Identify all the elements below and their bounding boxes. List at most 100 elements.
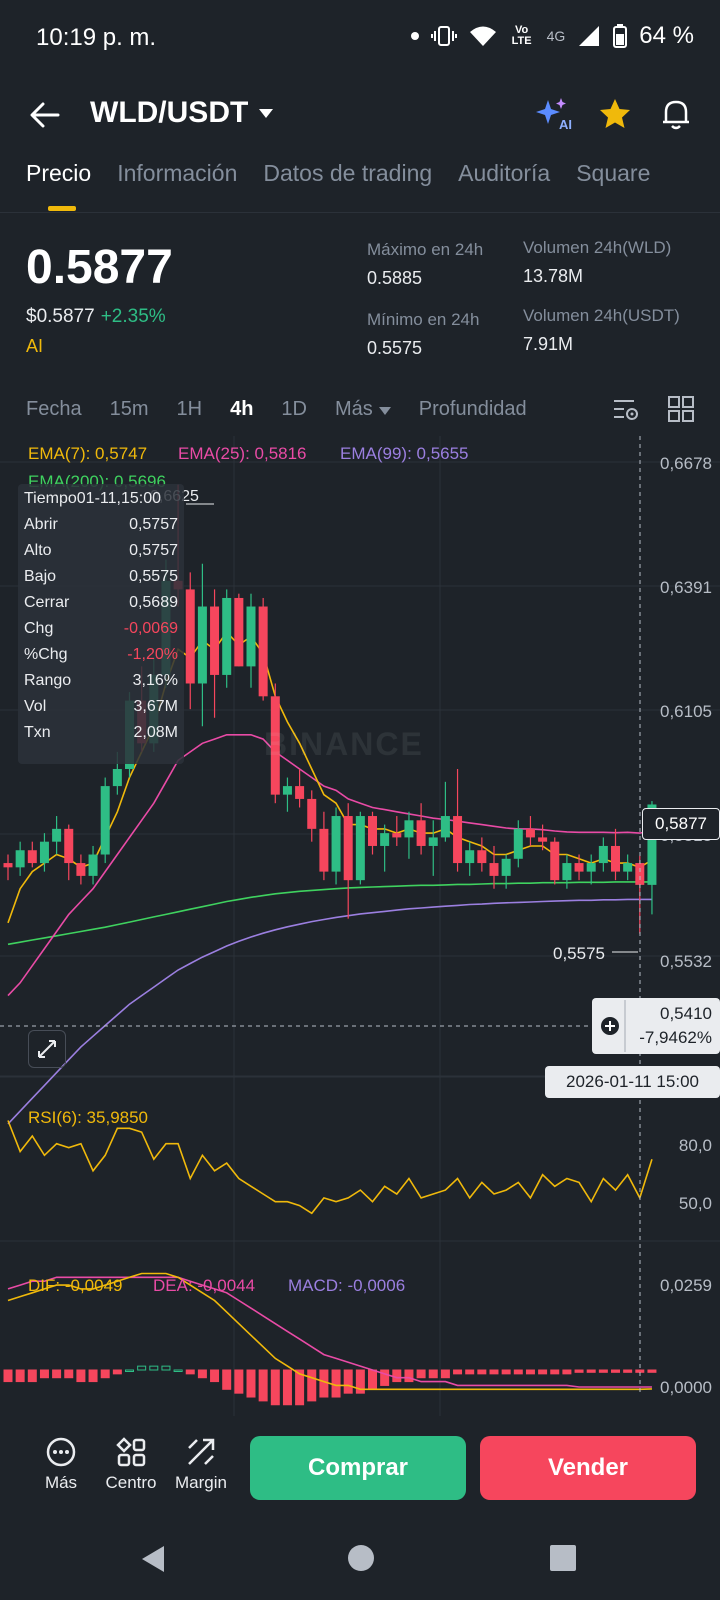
ai-tag[interactable]: AI: [26, 336, 44, 356]
candle-body: [562, 863, 572, 881]
ema7-line: [7, 630, 653, 924]
candle-body: [416, 820, 426, 846]
pair-selector[interactable]: WLD/USDT: [90, 96, 274, 130]
sparkle-icon: [536, 98, 566, 124]
rsi-axis-mid: 50,0: [678, 1194, 712, 1213]
tf-mas[interactable]: Más: [335, 398, 391, 421]
signal-icon: [579, 26, 600, 46]
macd-histogram-bar: [137, 1365, 147, 1371]
ai-badge: AI: [559, 117, 572, 132]
margin-label: Margin: [175, 1473, 227, 1492]
timeframe-bar: Fecha 15m 1H 4h 1D Más Profundidad: [26, 398, 555, 421]
macd-histogram-bar: [416, 1369, 426, 1379]
centro-label: Centro: [105, 1473, 157, 1492]
candle-body: [392, 833, 402, 838]
tab-precio[interactable]: Precio: [26, 160, 92, 211]
macd-histogram-bar: [39, 1369, 49, 1379]
margin-button[interactable]: Margin: [170, 1436, 232, 1493]
ohlc-value: 0,5757: [129, 542, 178, 559]
high-value: 0.5885: [367, 268, 423, 288]
plus-circle-icon[interactable]: [600, 1016, 620, 1036]
macd-histogram-bar: [538, 1369, 548, 1375]
ema7-label: EMA(7): 0,5747: [28, 444, 148, 463]
candle-body: [27, 850, 37, 864]
candle-body: [15, 850, 25, 868]
tf-profundidad[interactable]: Profundidad: [418, 398, 527, 420]
sell-button[interactable]: Vender: [480, 1436, 696, 1500]
macd-histogram-bar: [234, 1369, 244, 1394]
tabs-divider: [0, 212, 720, 213]
tab-informacion[interactable]: Información: [117, 160, 238, 186]
back-arrow-icon[interactable]: [28, 98, 62, 132]
tf-4h[interactable]: 4h: [230, 398, 254, 420]
tab-datos-trading[interactable]: Datos de trading: [263, 160, 433, 186]
fullscreen-button[interactable]: [28, 1030, 66, 1068]
grid-layout-icon[interactable]: [668, 396, 694, 422]
vol-usdt-value: 7.91M: [523, 334, 574, 354]
favorite-star-icon[interactable]: [598, 97, 632, 131]
macd-histogram-bar: [100, 1369, 110, 1379]
axis-label: 0,5532: [660, 952, 712, 971]
nav-home-icon[interactable]: [347, 1544, 375, 1572]
candle-body: [246, 606, 256, 667]
candle-body: [404, 820, 414, 838]
macd-histogram-bar: [64, 1369, 74, 1379]
macd-histogram-bar: [343, 1369, 353, 1394]
macd-axis-hi: 0,0259: [660, 1276, 712, 1295]
ohlc-value: 0,5689: [129, 594, 178, 611]
macd-label: MACD: -0,0006: [288, 1276, 406, 1295]
last-price: 0.5877: [26, 241, 173, 294]
apps-icon: [116, 1437, 146, 1467]
ohlc-row-abrir: Abrir 0,5757: [24, 516, 178, 534]
ohlc-label: Cerrar: [24, 594, 70, 611]
macd-histogram-bar: [477, 1369, 487, 1375]
ohlc-label: Abrir: [24, 516, 58, 533]
macd-histogram-bar: [125, 1369, 134, 1372]
ohlc-row-pchg: %Chg -1,20%: [24, 646, 178, 664]
axis-label: 0,6678: [660, 454, 712, 473]
ai-button[interactable]: AI: [534, 96, 572, 132]
crosshair-date: 2026-01-11 15:00: [545, 1066, 720, 1098]
candle-body: [647, 804, 657, 885]
ohlc-value: 0,5575: [129, 568, 178, 585]
candle-body: [343, 816, 353, 881]
centro-button[interactable]: Centro: [102, 1436, 160, 1493]
more-button[interactable]: Más: [33, 1436, 89, 1493]
chart-settings-icon[interactable]: [612, 396, 640, 424]
candle-body: [368, 816, 377, 846]
price-change: +2.35%: [100, 306, 166, 327]
tf-1d[interactable]: 1D: [281, 398, 307, 420]
tf-1h[interactable]: 1H: [176, 398, 203, 420]
network-4g-label: 4G: [546, 28, 566, 44]
ohlc-label: Tiempo: [24, 490, 77, 507]
candle-body: [635, 863, 645, 885]
buy-button[interactable]: Comprar: [250, 1436, 466, 1500]
bell-icon[interactable]: [660, 97, 692, 131]
macd-histogram-bar: [307, 1369, 317, 1402]
status-time: 10:19 p. m.: [36, 24, 157, 51]
ohlc-value: -1,20%: [127, 646, 178, 663]
tab-auditoria[interactable]: Auditoría: [458, 160, 551, 186]
macd-histogram-bar: [501, 1369, 511, 1375]
candle-body: [3, 863, 13, 868]
nav-recents-icon[interactable]: [550, 1545, 576, 1571]
macd-axis-zero: 0,0000: [660, 1378, 712, 1397]
macd-histogram-bar: [15, 1369, 25, 1383]
dea-label: DEA: -0,0044: [153, 1276, 256, 1295]
nav-back-icon[interactable]: [138, 1544, 168, 1574]
ohlc-value: 3,16%: [132, 672, 178, 689]
vol-wld-label: Volumen 24h(WLD): [523, 238, 672, 257]
low-label: Mínimo en 24h: [367, 310, 480, 329]
macd-histogram-bar: [197, 1369, 207, 1379]
battery-icon: [613, 24, 628, 48]
tf-fecha[interactable]: Fecha: [26, 398, 82, 420]
candle-body: [210, 606, 220, 675]
macd-histogram-bar: [246, 1369, 256, 1398]
candle-body: [64, 828, 74, 864]
tf-15m[interactable]: 15m: [109, 398, 149, 420]
macd-histogram-bar: [258, 1369, 268, 1402]
ohlc-row-alto: Alto 0,5757: [24, 542, 178, 560]
tab-square[interactable]: Square: [576, 160, 651, 186]
candle-body: [234, 597, 244, 667]
header: WLD/USDT AI: [0, 84, 720, 148]
